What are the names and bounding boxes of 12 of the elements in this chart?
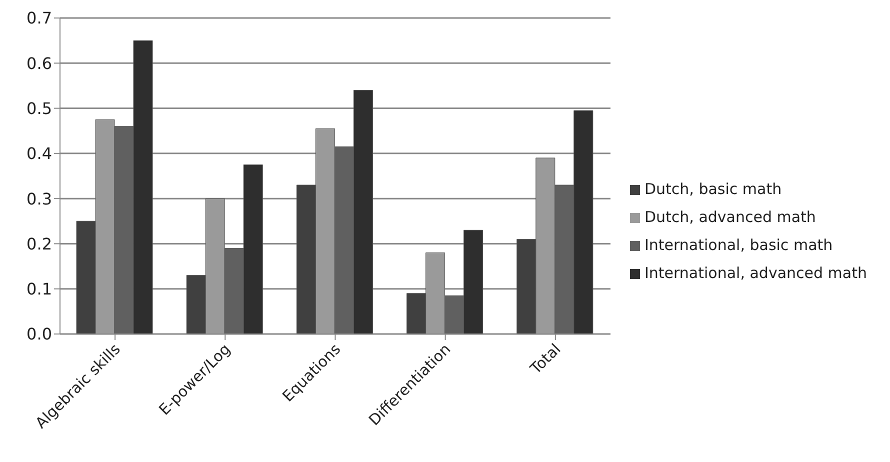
y-tick-label: 0.0 <box>26 324 52 344</box>
legend-label: International, basic math <box>644 236 833 254</box>
legend-label: International, advanced math <box>644 264 867 282</box>
legend-label: Dutch, basic math <box>644 180 782 198</box>
y-tick-label: 0.6 <box>26 54 52 73</box>
y-tick-label: 0.5 <box>26 98 52 118</box>
y-tick-label: 0.2 <box>26 234 52 254</box>
y-tick-label: 0.1 <box>26 280 52 299</box>
y-tick-label: 0.7 <box>26 8 52 28</box>
y-tick-label: 0.4 <box>26 144 52 164</box>
y-tick-label: 0.3 <box>26 189 52 208</box>
legend-label: Dutch, advanced math <box>644 208 816 226</box>
